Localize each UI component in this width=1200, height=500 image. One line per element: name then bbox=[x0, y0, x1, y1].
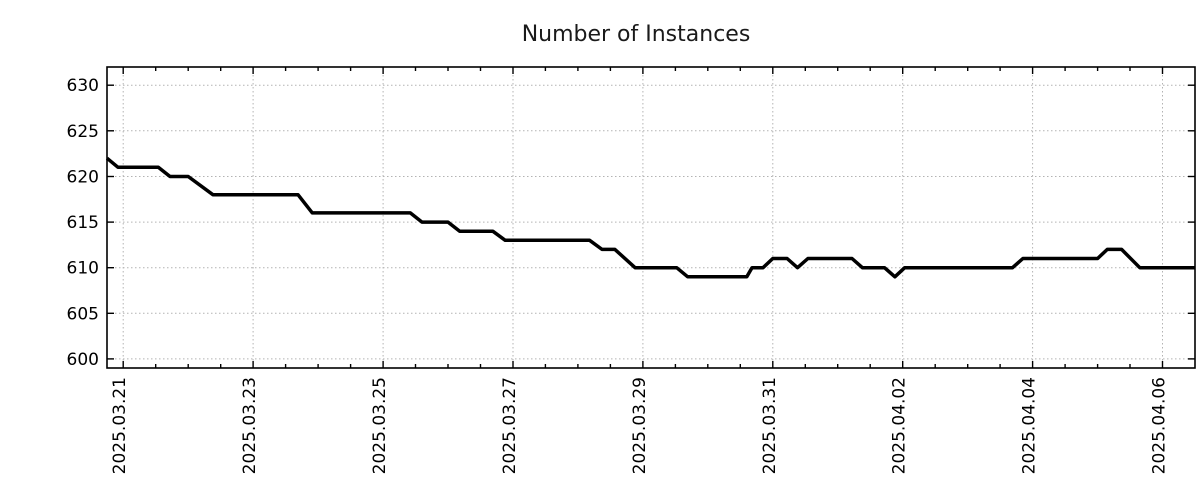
chart-title: Number of Instances bbox=[522, 22, 751, 47]
x-axis-tick-label: 2025.03.21 bbox=[110, 377, 130, 474]
x-axis-tick-label: 2025.04.04 bbox=[1020, 377, 1040, 474]
y-axis-tick-label: 600 bbox=[67, 350, 99, 370]
y-axis-tick-label: 630 bbox=[67, 76, 99, 96]
x-axis-tick-label: 2025.03.29 bbox=[630, 377, 650, 474]
y-axis-tick-label: 615 bbox=[67, 213, 99, 233]
x-axis-tick-label: 2025.03.27 bbox=[500, 377, 520, 474]
x-axis-tick-label: 2025.03.23 bbox=[240, 377, 260, 474]
x-axis-tick-label: 2025.03.25 bbox=[370, 377, 390, 474]
x-axis-tick-label: 2025.04.02 bbox=[890, 377, 910, 474]
x-axis-tick-label: 2025.04.06 bbox=[1150, 377, 1170, 474]
y-axis-tick-label: 610 bbox=[67, 259, 99, 279]
plot-border bbox=[106, 66, 1196, 369]
y-axis-tick-label: 605 bbox=[67, 304, 99, 324]
y-axis-tick-label: 620 bbox=[67, 168, 99, 188]
y-axis-tick-label: 625 bbox=[67, 122, 99, 142]
x-axis-tick-label: 2025.03.31 bbox=[760, 377, 780, 474]
data-line bbox=[105, 156, 1195, 279]
